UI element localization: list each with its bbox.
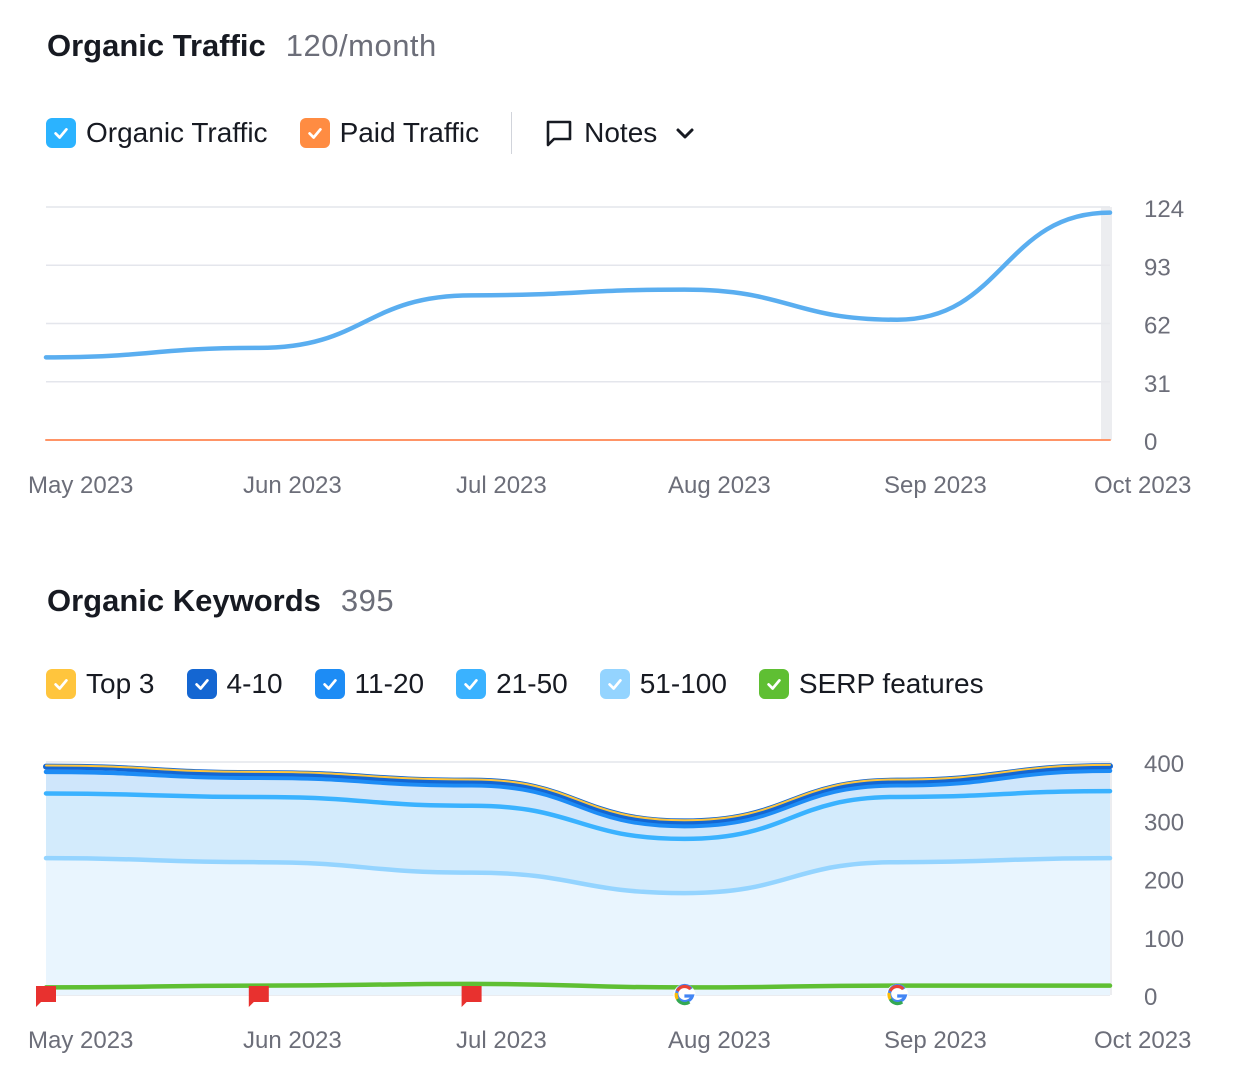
legend-label: Organic Traffic <box>86 117 268 148</box>
flag-shape <box>461 986 482 1007</box>
google-g-yellow <box>674 992 679 1000</box>
legend-divider <box>511 112 513 154</box>
legend-label: 4-10 <box>226 668 283 699</box>
legend-top-3[interactable]: Top 3 <box>46 668 155 700</box>
google-g-green <box>888 998 904 1006</box>
keywords-legend: Top 3 4-10 11-20 21-50 51-100 SERP features <box>46 668 1016 700</box>
x-tick-label: May 2023 <box>28 1027 133 1054</box>
keywords-header: Organic Keywords 395 <box>47 583 394 619</box>
hover-band <box>1101 207 1112 440</box>
keywords-value: 395 <box>340 583 395 618</box>
x-tick-label: Jun 2023 <box>243 1027 342 1054</box>
legend-paid-traffic[interactable]: Paid Traffic <box>299 117 480 149</box>
x-tick-label: Jul 2023 <box>456 472 547 499</box>
checkbox-icon[interactable] <box>599 669 630 699</box>
traffic-legend: Organic Traffic Paid Traffic Notes <box>46 112 695 154</box>
series-line-21-50 <box>43 788 1113 842</box>
checkbox-icon[interactable] <box>299 118 330 148</box>
y-tick-label: 300 <box>1144 809 1184 836</box>
checkbox-icon[interactable] <box>758 669 789 699</box>
checkbox-icon[interactable] <box>456 669 487 699</box>
checkbox-icon[interactable] <box>46 669 76 699</box>
series-area <box>46 858 1110 995</box>
legend-serp-features[interactable]: SERP features <box>758 668 984 700</box>
y-tick-label: 400 <box>1144 751 1184 778</box>
google-g-green <box>675 998 691 1006</box>
series-area <box>46 791 1110 894</box>
traffic-header: Organic Traffic 120/month <box>47 28 437 64</box>
traffic-chart: 0 31 62 93 124 May 2023 Jun 2023 Jul 2023 Aug 20… <box>28 196 1191 499</box>
chevron-down-icon <box>676 128 694 139</box>
legend-21-50[interactable]: 21-50 <box>456 668 568 700</box>
legend-label: Paid Traffic <box>339 117 480 148</box>
legend-label: SERP features <box>798 668 984 699</box>
y-tick-label: 0 <box>1144 984 1157 1011</box>
x-tick-label: Aug 2023 <box>668 472 771 499</box>
x-tick-label: Sep 2023 <box>884 1027 987 1054</box>
flag-marker-icon <box>461 986 482 1007</box>
x-tick-label: Sep 2023 <box>884 472 987 499</box>
y-tick-label: 93 <box>1144 254 1171 281</box>
google-g-red <box>675 984 692 992</box>
legend-label: 11-20 <box>354 668 425 699</box>
legend-organic-traffic[interactable]: Organic Traffic <box>46 117 268 149</box>
y-tick-label: 62 <box>1144 313 1171 340</box>
traffic-title: Organic Traffic <box>47 28 266 63</box>
google-marker-icon <box>673 983 696 1006</box>
x-tick-label: Aug 2023 <box>668 1027 771 1054</box>
x-tick-label: Jul 2023 <box>456 1027 547 1054</box>
series-line-top-3 <box>45 763 1111 822</box>
x-tick-label: May 2023 <box>28 472 133 499</box>
notes-label: Notes <box>584 117 658 148</box>
flag-shape <box>36 986 56 1007</box>
series-line-51-100 <box>43 855 1113 896</box>
legend-label: 21-50 <box>496 668 568 699</box>
flag-shape <box>248 986 269 1007</box>
series-line-organic-traffic <box>43 210 1113 360</box>
y-tick-label: 31 <box>1144 371 1171 398</box>
google-g-yellow <box>887 992 892 1000</box>
notes-dropdown[interactable]: Notes <box>544 117 695 149</box>
flag-marker-icon <box>36 986 56 1007</box>
checkbox-icon[interactable] <box>314 669 345 699</box>
legend-11-20[interactable]: 11-20 <box>314 668 425 700</box>
x-tick-label: Jun 2023 <box>243 472 342 499</box>
series-line-11-20 <box>43 768 1113 829</box>
legend-label: 51-100 <box>639 668 727 699</box>
legend-label: Top 3 <box>86 668 155 699</box>
comment-icon <box>546 120 572 147</box>
google-g-red <box>888 984 905 992</box>
keywords-chart: 0 100 200 300 400 May 2023 Jun 2023 Jul 2023 Aug… <box>28 751 1191 1054</box>
checkbox-icon[interactable] <box>186 669 217 699</box>
traffic-value: 120/month <box>285 28 437 63</box>
keywords-title: Organic Keywords <box>47 583 321 618</box>
series-line-4-10 <box>43 763 1113 825</box>
series-line-serp-features <box>43 981 1113 990</box>
y-tick-label: 100 <box>1144 926 1184 953</box>
y-tick-label: 124 <box>1144 196 1184 223</box>
checkbox-icon[interactable] <box>46 118 76 148</box>
y-tick-label: 200 <box>1144 868 1184 895</box>
y-tick-label: 0 <box>1144 429 1157 456</box>
google-marker-icon <box>886 983 909 1006</box>
x-tick-label: Oct 2023 <box>1094 472 1191 499</box>
flag-marker-icon <box>248 986 269 1007</box>
series-area <box>46 770 1110 839</box>
x-tick-label: Oct 2023 <box>1094 1027 1191 1054</box>
legend-4-10[interactable]: 4-10 <box>186 668 283 700</box>
legend-51-100[interactable]: 51-100 <box>599 668 727 700</box>
